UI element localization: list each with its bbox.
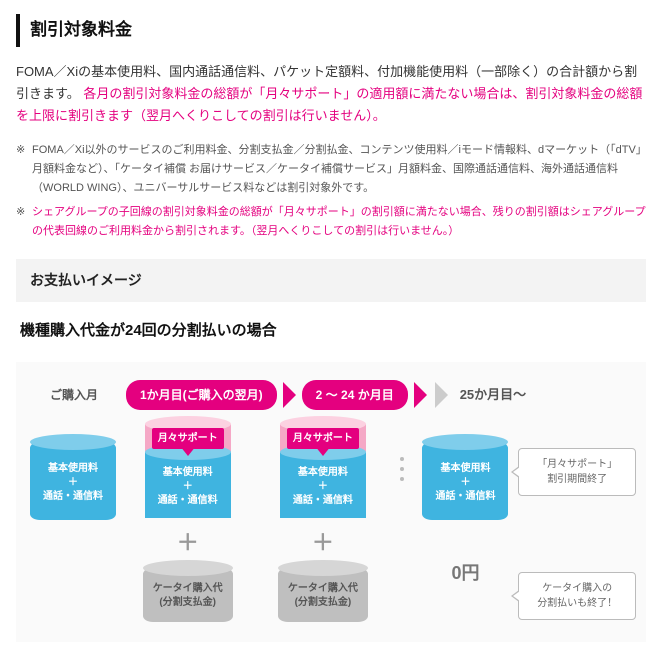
cylinder-with-support: 月々サポート 基本使用料 ＋ 通話・通信料 [280,424,366,518]
timeline: ご購入月 1か月目(ご購入の翌月) 2 ～ 24 か月目 25か月目～ [26,380,636,410]
payment-diagram: ご購入月 1か月目(ご購入の翌月) 2 ～ 24 か月目 25か月目～ 基本使用… [16,362,646,642]
note-marker: ※ [16,203,32,240]
cylinder-label: 基本使用料 ＋ 通話・通信料 [30,462,116,504]
intro-paragraph: FOMA／Xiの基本使用料、国内通話通信料、パケット定額料、付加機能使用料（一部… [16,61,646,127]
chevron-right-icon [414,382,427,408]
note-item: ※ FOMA／Xi以外のサービスのご利用料金、分割支払金／分割払金、コンテンツ使… [16,141,646,197]
timeline-month-1: 1か月目(ご購入の翌月) [126,380,277,410]
bubble-installment-end: ケータイ購入の 分割払いも終了！ [518,572,636,620]
note-text: シェアグループの子回線の割引対象料金の総額が「月々サポート」の割引額に満たない場… [32,203,646,240]
plus-icon: ＋ [177,524,199,561]
cylinder-label: 基本使用料 ＋ 通話・通信料 [145,466,231,508]
cylinder-label: 基本使用料 ＋ 通話・通信料 [422,462,508,504]
timeline-month-2-24: 2 ～ 24 か月目 [302,380,408,410]
ellipsis-gap [391,424,413,514]
note-text: FOMA／Xi以外のサービスのご利用料金、分割支払金／分割払金、コンテンツ使用料… [32,141,646,197]
sub-heading: 機種購入代金が24回の分割払いの場合 [20,318,646,344]
cylinder-installment: ケータイ購入代 (分割支払金) [143,568,233,622]
cylinder-basic-fee: 基本使用料 ＋ 通話・通信料 [422,442,508,520]
cylinder-with-support: 月々サポート 基本使用料 ＋ 通話・通信料 [145,424,231,518]
cylinder-basic-fee: 基本使用料 ＋ 通話・通信料 [30,442,116,520]
section-title: お支払いイメージ [16,259,646,303]
cylinder-installment: ケータイ購入代 (分割支払金) [278,568,368,622]
cylinder-label: ケータイ購入代 (分割支払金) [278,582,368,610]
side-bubbles: 「月々サポート」 割引期間終了 ケータイ購入の 分割払いも終了！ [518,424,636,620]
timeline-purchase-month: ご購入月 [26,385,122,405]
chevron-right-icon [435,382,448,408]
chevron-right-icon [283,382,296,408]
bubble-support-end: 「月々サポート」 割引期間終了 [518,448,636,496]
arrow-down-icon [180,446,196,456]
arrow-down-icon [315,446,331,456]
cylinder-label: ケータイ購入代 (分割支払金) [143,582,233,610]
page-heading: 割引対象料金 [16,14,646,47]
dots-icon [391,424,413,514]
note-marker: ※ [16,141,32,197]
note-item: ※ シェアグループの子回線の割引対象料金の総額が「月々サポート」の割引額に満たな… [16,203,646,240]
column-purchase: 基本使用料 ＋ 通話・通信料 [26,424,120,520]
intro-highlight: 各月の割引対象料金の総額が「月々サポート」の適用額に満たない場合は、割引対象料金… [16,86,642,123]
notes-list: ※ FOMA／Xi以外のサービスのご利用料金、分割支払金／分割払金、コンテンツ使… [16,141,646,240]
column-month-1: 月々サポート 基本使用料 ＋ 通話・通信料 ＋ ケータイ購入代 (分割支払金) [120,424,255,621]
column-month-25: 基本使用料 ＋ 通話・通信料 0円 [413,424,519,589]
plus-icon: ＋ [312,524,334,561]
price-zero: 0円 [451,558,479,589]
cylinder-label: 基本使用料 ＋ 通話・通信料 [280,466,366,508]
column-month-2-24: 月々サポート 基本使用料 ＋ 通話・通信料 ＋ ケータイ購入代 (分割支払金) [255,424,390,621]
timeline-month-25: 25か月目～ [460,384,526,406]
